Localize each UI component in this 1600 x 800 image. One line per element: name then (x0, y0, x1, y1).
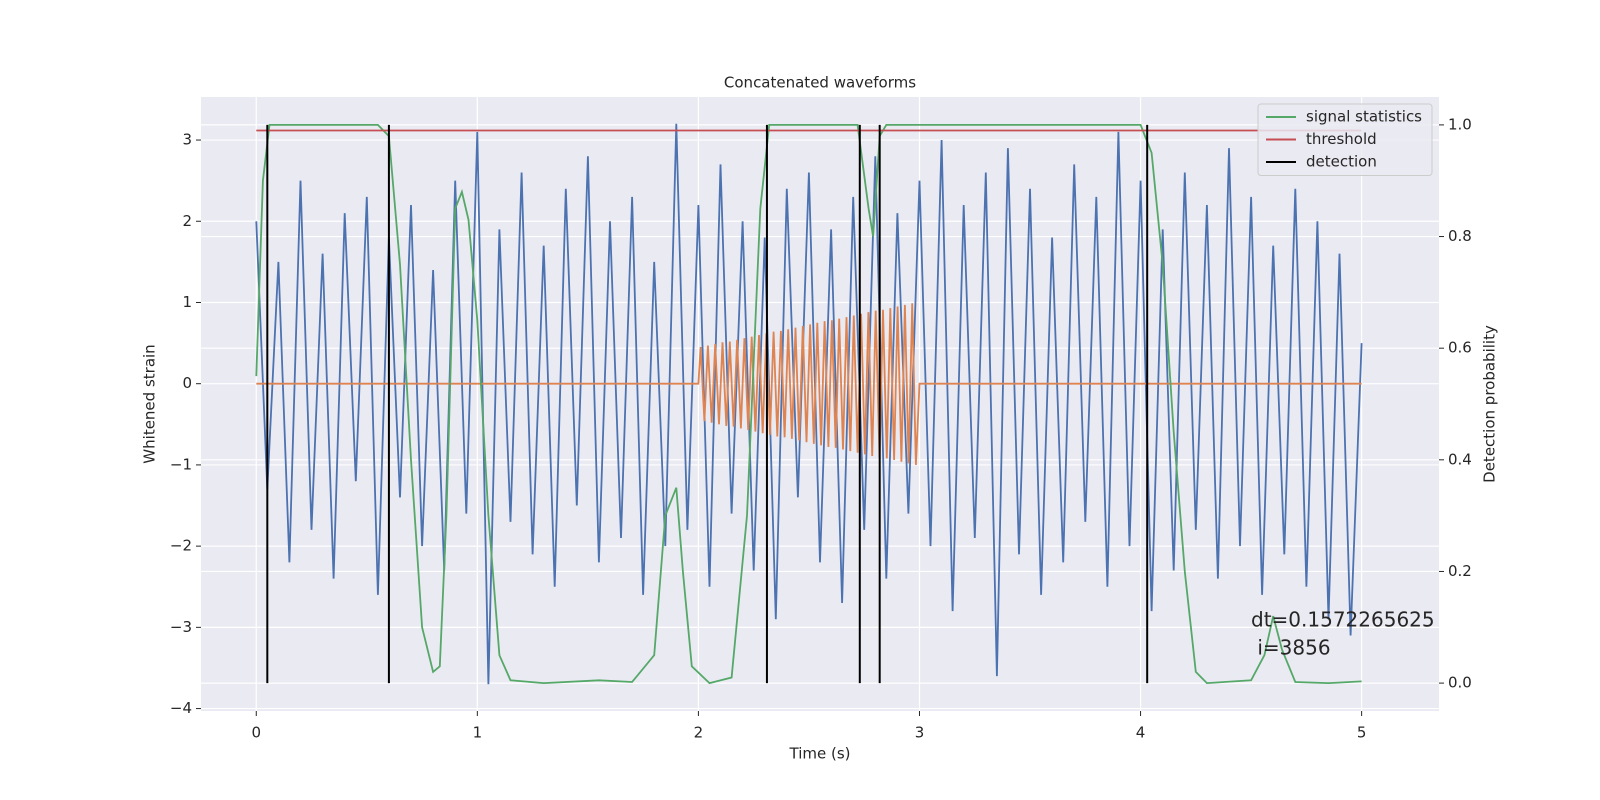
y2-tick-label: 0.0 (1448, 674, 1472, 692)
series-line (256, 303, 1362, 465)
chart-title: Concatenated waveforms (724, 74, 916, 92)
annotation: i=3856 (1251, 636, 1331, 660)
y-tick-label: −2 (170, 537, 192, 555)
legend-label: detection (1306, 153, 1377, 171)
y-tick-label: −3 (170, 618, 192, 636)
y-tick-label: 0 (182, 374, 192, 392)
y2-axis-label: Detection probability (1481, 325, 1499, 483)
legend-box (1257, 103, 1433, 176)
y-tick-label: −4 (170, 699, 192, 717)
y-tick-label: −1 (170, 455, 192, 473)
legend-label: signal statistics (1306, 108, 1422, 126)
x-axis-label: Time (s) (789, 745, 851, 763)
y-axis-label: Whitened strain (141, 344, 159, 463)
y2-tick-label: 0.4 (1448, 450, 1472, 468)
x-tick-label: 1 (473, 724, 483, 742)
x-tick-label: 4 (1136, 724, 1146, 742)
y2-tick-label: 1.0 (1448, 115, 1472, 133)
legend-label: threshold (1306, 130, 1377, 148)
x-tick-label: 3 (915, 724, 925, 742)
x-tick-label: 2 (694, 724, 704, 742)
x-tick-label: 5 (1357, 724, 1367, 742)
series-line (255, 124, 1362, 685)
y2-tick-label: 0.6 (1448, 339, 1472, 357)
x-tick-label: 0 (251, 724, 261, 742)
y2-tick-label: 0.2 (1448, 562, 1472, 580)
series-line (255, 123, 1363, 685)
y-tick-label: 1 (182, 293, 192, 311)
y-tick-label: 2 (182, 212, 192, 230)
y2-tick-label: 0.8 (1448, 227, 1472, 245)
annotation: dt=0.1572265625 (1251, 608, 1435, 632)
plot-lines (255, 123, 1363, 685)
y-tick-label: 3 (182, 131, 192, 149)
